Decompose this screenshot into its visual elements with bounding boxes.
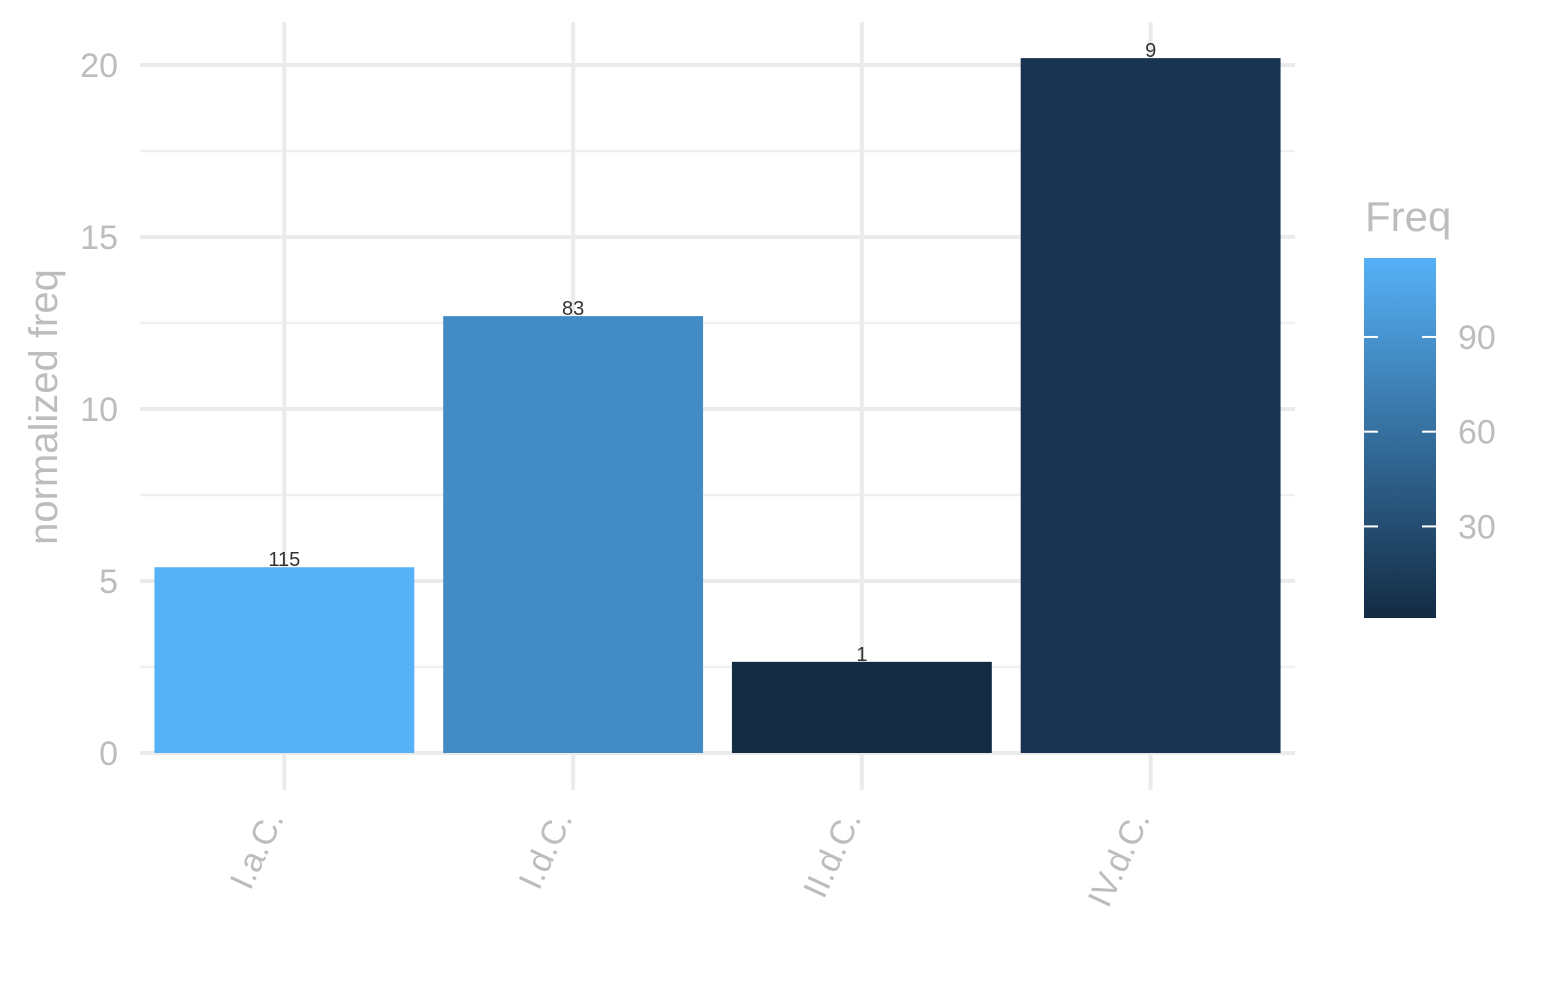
bar-value-label: 1 — [856, 644, 867, 666]
bar — [731, 661, 992, 753]
y-tick-label: 10 — [80, 391, 118, 429]
x-tick-label: IV.d.C. — [1081, 805, 1158, 912]
legend-tick-label: 30 — [1458, 508, 1496, 546]
bar-value-label: 83 — [562, 298, 584, 320]
x-tick-label: I.d.C. — [512, 805, 581, 895]
x-tick-label: II.d.C. — [796, 805, 869, 903]
legend-title: Freq — [1365, 193, 1451, 240]
y-axis-ticks: 0 5 10 15 20 — [80, 47, 118, 773]
y-tick-label: 20 — [80, 47, 118, 85]
legend: Freq 30 60 90 — [1364, 193, 1496, 618]
bar-value-label: 9 — [1145, 40, 1156, 62]
bar-value-label: 115 — [268, 549, 300, 571]
x-axis-ticks: I.a.C. I.d.C. II.d.C. IV.d.C. — [223, 805, 1158, 912]
data-labels: 115 83 1 9 — [268, 40, 1156, 666]
bar — [1020, 58, 1281, 754]
x-tick-label: I.a.C. — [223, 805, 292, 895]
y-tick-label: 5 — [99, 563, 118, 601]
y-tick-label: 0 — [99, 735, 118, 773]
bars — [154, 58, 1281, 754]
legend-ticks: 30 60 90 — [1364, 319, 1496, 546]
legend-tick-label: 60 — [1458, 414, 1496, 452]
bar — [443, 316, 704, 753]
bar — [154, 567, 415, 753]
legend-colorbar — [1364, 258, 1436, 618]
legend-tick-label: 90 — [1458, 319, 1496, 357]
y-tick-label: 15 — [80, 219, 118, 257]
y-axis-title: normalized freq — [22, 269, 66, 545]
